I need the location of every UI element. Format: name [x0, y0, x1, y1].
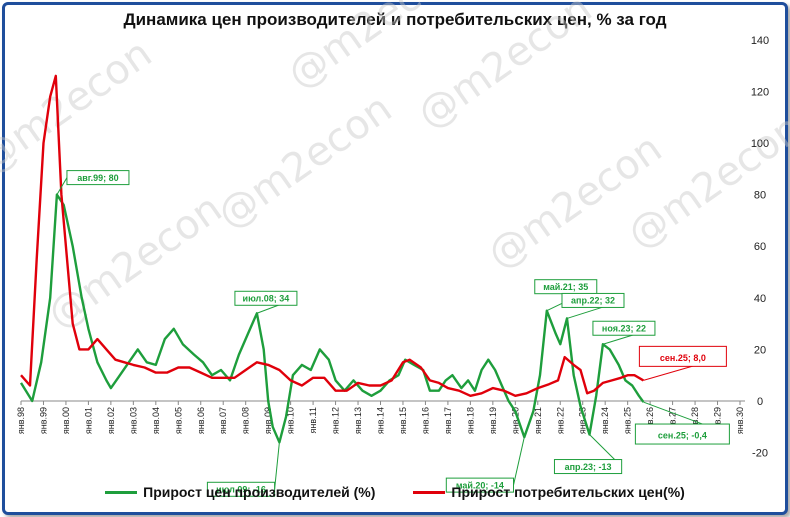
annotation-label: авг.99; 80	[77, 173, 118, 183]
x-tick-label: янв.27	[668, 407, 678, 434]
annotation-label: апр.23; -13	[565, 462, 612, 472]
x-tick-label: янв.21	[533, 407, 543, 434]
x-tick-label: янв.24	[600, 407, 610, 434]
x-tick-label: янв.12	[331, 407, 341, 434]
x-tick-label: янв.22	[555, 407, 565, 434]
annotation-box	[234, 290, 298, 306]
watermark-text: @m2econ	[209, 85, 400, 238]
y-tick-label: 100	[751, 138, 769, 150]
annotation-box	[445, 477, 514, 493]
chart-title: Динамика цен производителей и потребител…	[123, 10, 667, 29]
annotation-label: май.21; 35	[543, 282, 588, 292]
y-tick-label: 60	[754, 241, 766, 253]
x-tick-label: янв.06	[196, 407, 206, 434]
annotation-label: июл.08; 34	[243, 294, 290, 304]
x-tick-label: янв.23	[578, 407, 588, 434]
x-tick-label: янв.99	[38, 407, 48, 434]
x-tick-label: янв.09	[263, 407, 273, 434]
x-tick-label: янв.07	[218, 407, 228, 434]
legend: Прирост цен производителей (%) Прирост п…	[0, 484, 790, 500]
legend-item-cpi: Прирост потребительских цен(%)	[413, 484, 685, 500]
series-lines	[19, 74, 645, 444]
y-tick-label: -20	[752, 448, 768, 460]
y-tick-label: 40	[754, 293, 766, 305]
axes: -20 0 20 40 60 80 100 120 140 янв.98 янв.99 янв.00 я…	[16, 35, 769, 460]
x-tick-label: янв.19	[488, 407, 498, 434]
annotations: авг.99; 80 июл.08; 34 июл.09; -16 май.20; -…	[56, 170, 730, 497]
annotation-box	[561, 292, 625, 308]
x-tick-label: янв.18	[465, 407, 475, 434]
watermarks: @m2econ @m2econ@m2econ@m2econ@m2econ@m2ec…	[0, 0, 790, 338]
annotation-label: сен.25; -0,4	[658, 431, 707, 441]
x-tick-label: янв.11	[308, 407, 318, 433]
annotation-box	[638, 345, 727, 367]
annotation-box	[66, 170, 130, 186]
annotation-label: апр.22; 32	[571, 296, 615, 306]
legend-swatch-cpi	[413, 490, 446, 494]
watermark-text: @m2econ	[409, 0, 600, 138]
x-tick-label: янв.17	[443, 407, 453, 434]
x-tick-label: янв.26	[645, 407, 655, 434]
x-tick-label: янв.03	[128, 407, 138, 434]
annotation-label: май.20; -14	[456, 480, 504, 490]
annotation-box	[206, 481, 276, 497]
x-tick-label: янв.01	[83, 407, 93, 434]
x-tick-label: янв.04	[151, 407, 161, 434]
x-tick-label: янв.29	[713, 407, 723, 434]
x-tick-label: янв.16	[420, 407, 430, 434]
annotation-box	[553, 459, 623, 475]
watermark-text: @m2econ	[0, 30, 160, 183]
legend-label-cpi: Прирост потребительских цен(%)	[451, 484, 685, 500]
annotation-label: ноя.23; 22	[602, 323, 646, 333]
x-tick-label: янв.30	[735, 407, 745, 434]
x-tick-label: янв.13	[353, 407, 363, 434]
annotation-leader	[56, 177, 68, 195]
annotation-leader	[274, 442, 280, 490]
x-tick-label: янв.08	[241, 407, 251, 434]
annotation-box	[592, 320, 656, 336]
y-tick-label: 80	[754, 190, 766, 202]
y-tick-label: 140	[751, 35, 769, 47]
x-tick-label: янв.10	[286, 407, 296, 434]
x-tick-label: янв.98	[16, 407, 26, 434]
watermark-text: @m2econ	[479, 125, 670, 278]
x-tick-label: янв.25	[623, 407, 633, 434]
x-tick-label: янв.05	[173, 407, 183, 434]
legend-swatch-ppi	[105, 490, 138, 494]
legend-item-ppi: Прирост цен производителей (%)	[105, 484, 375, 500]
legend-label-ppi: Прирост цен производителей (%)	[143, 484, 376, 500]
x-tick-label: янв.28	[690, 407, 700, 434]
x-tick-label: янв.02	[106, 407, 116, 434]
x-tick-label: янв.00	[61, 407, 71, 434]
ppi-line	[19, 193, 645, 444]
x-tick-label: янв.15	[398, 407, 408, 434]
y-tick-label: 0	[757, 396, 763, 408]
y-tick-label: 120	[751, 86, 769, 98]
annotation-label: сен.25; 8,0	[660, 353, 706, 363]
cpi-line	[20, 74, 645, 397]
annotation-leader	[513, 437, 525, 486]
y-tick-label: 20	[754, 344, 766, 356]
annotation-box	[634, 423, 730, 445]
annotation-label: июл.09; -16	[216, 485, 266, 495]
x-tick-label: янв.14	[376, 407, 386, 434]
x-tick-label: янв.20	[510, 407, 520, 434]
